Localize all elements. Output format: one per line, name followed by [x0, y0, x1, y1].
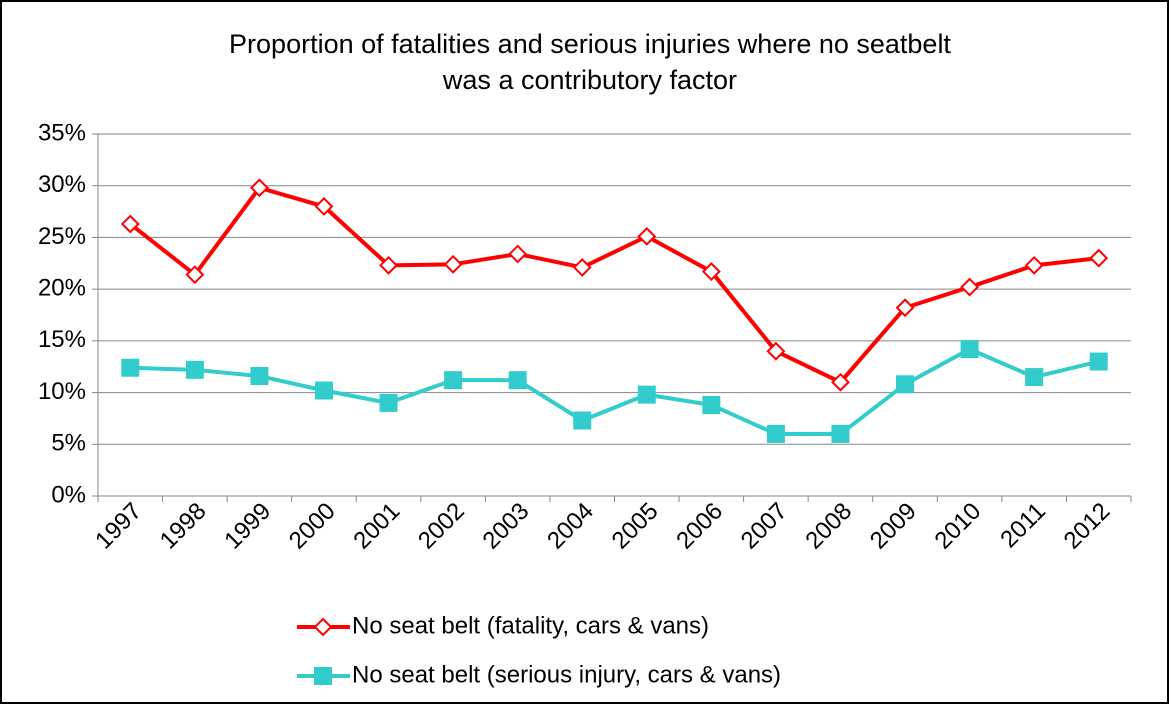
data-point [443, 254, 463, 274]
y-tick-label: 15% [38, 326, 86, 353]
data-point [895, 298, 915, 318]
data-point [314, 667, 332, 685]
data-point [314, 381, 333, 400]
data-point [508, 371, 527, 390]
data-point [185, 360, 204, 379]
data-point [1089, 352, 1108, 371]
data-point [121, 358, 140, 377]
data-point [572, 258, 592, 277]
data-point [831, 372, 850, 392]
legend-label: No seat belt (fatality, cars & vans) [352, 612, 709, 639]
series-line [130, 347, 1100, 436]
data-point [573, 411, 592, 430]
data-point [1025, 368, 1044, 387]
data-point [896, 375, 915, 394]
data-point [960, 277, 980, 297]
data-point [120, 214, 140, 234]
data-point [313, 617, 333, 637]
data-point [831, 424, 850, 443]
data-point [379, 393, 398, 412]
y-tick-label: 10% [38, 378, 86, 405]
data-point [379, 255, 398, 275]
data-point [249, 178, 269, 198]
data-point [960, 340, 979, 359]
y-tick-label: 30% [38, 171, 86, 198]
data-point [314, 196, 334, 216]
y-tick-label: 35% [38, 119, 86, 146]
data-point [766, 424, 785, 443]
y-tick-label: 5% [51, 430, 86, 457]
y-tick-label: 20% [38, 274, 86, 301]
data-point [637, 226, 657, 246]
chart-title: was a contributory factor [442, 65, 737, 95]
data-point [637, 385, 656, 404]
data-point [250, 367, 269, 386]
data-point [1089, 248, 1109, 268]
chart-title: Proportion of fatalities and serious inj… [229, 29, 951, 59]
y-tick-label: 0% [51, 481, 86, 508]
series-line [129, 185, 1099, 385]
data-point [185, 265, 205, 285]
data-point [701, 262, 721, 281]
data-point [444, 371, 463, 390]
data-point [508, 244, 528, 264]
legend-label: No seat belt (serious injury, cars & van… [352, 661, 781, 688]
y-tick-label: 25% [38, 223, 86, 250]
data-point [702, 395, 721, 414]
data-point [766, 341, 786, 361]
data-point [1024, 255, 1044, 275]
